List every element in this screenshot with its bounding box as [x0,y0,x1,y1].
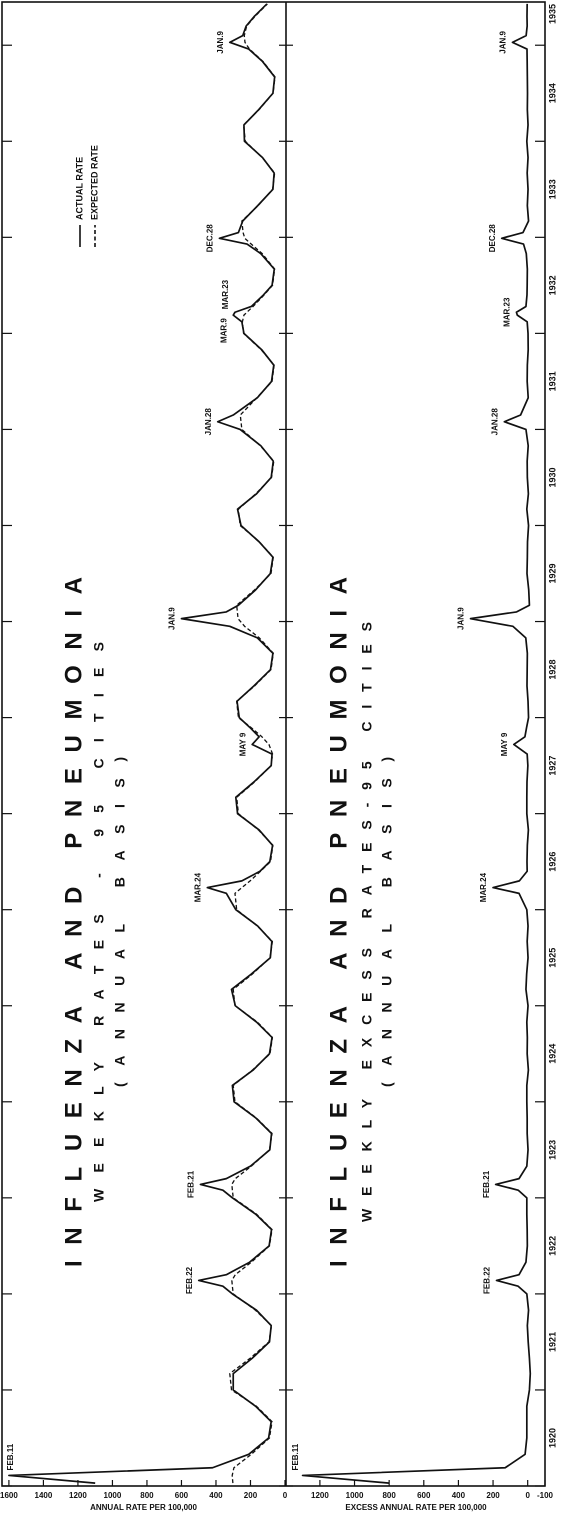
y-tick-label: 1200 [311,1491,329,1500]
annotation: MAR.23 [503,297,512,327]
chart-subtitle: WEEKLY EXCESS RATES-95 CITIES [359,622,375,1222]
annotation: FEB.11 [291,1443,300,1470]
x-tick-label: 1934 [547,83,557,103]
x-tick-label: 1930 [547,467,557,487]
annotation: JAN.9 [168,607,177,630]
y-tick-label: 600 [417,1491,431,1500]
series-line [8,3,276,1484]
annotation: FEB.11 [6,1443,15,1470]
chart-subtitle: WEEKLY RATES - 95 CITIES [91,642,107,1202]
chart-subtitle: (ANNUAL BASIS) [112,757,128,1087]
annotation: DEC.28 [206,224,215,253]
y-tick-label: 400 [209,1491,223,1500]
annotation: JAN.28 [490,408,499,436]
x-tick-label: 1926 [547,852,557,872]
x-tick-label: 1933 [547,179,557,199]
y-axis-label: ANNUAL RATE PER 100,000 [90,1503,197,1512]
series-line [229,3,276,1484]
annotation: FEB.22 [185,1266,194,1294]
x-tick-label: 1935 [547,4,557,24]
y-tick-label: 0 [283,1491,288,1500]
x-tick-label: 1929 [547,563,557,583]
x-tick-label: 1932 [547,275,557,295]
y-tick-label: 1000 [104,1491,122,1500]
y-tick-label: 1200 [69,1491,87,1500]
annotation: JAN.9 [216,30,225,53]
legend-label: EXPECTED RATE [89,145,99,220]
x-tick-label: 1920 [547,1428,557,1448]
x-tick-label: 1923 [547,1140,557,1160]
chart-subtitle: (ANNUAL BASIS) [379,757,395,1087]
x-tick-label: 1921 [547,1332,557,1352]
y-tick-label: 600 [175,1491,189,1500]
annotation: JAN.28 [204,408,213,436]
annotation: FEB.21 [482,1170,491,1198]
x-tick-label: 1931 [547,371,557,391]
annotation: FEB.21 [187,1170,196,1198]
y-tick-label: -100 [537,1491,554,1500]
annotation: FEB.22 [483,1266,492,1294]
y-tick-label: 200 [244,1491,258,1500]
y-tick-label: 1600 [0,1491,18,1500]
y-tick-label: 800 [382,1491,396,1500]
legend-label: ACTUAL RATE [74,157,84,220]
annotation: DEC.28 [488,224,497,253]
annotation: MAR.24 [193,872,202,902]
y-tick-label: 0 [525,1491,530,1500]
y-axis-label: EXCESS ANNUAL RATE PER 100,000 [345,1503,487,1512]
x-tick-label: 1922 [547,1236,557,1256]
annotation: MAR.9 [219,318,228,343]
chart-title: INFLUENZA AND PNEUMONIA [60,577,87,1267]
y-tick-label: 200 [486,1491,500,1500]
x-tick-label: 1925 [547,948,557,968]
y-tick-label: 1000 [346,1491,364,1500]
annotation: MAY 9 [238,732,247,756]
annotation: MAR.24 [479,872,488,902]
y-tick-label: 1400 [35,1491,53,1500]
x-tick-label: 1924 [547,1044,557,1064]
annotation: MAR.23 [221,279,230,309]
y-tick-label: 800 [140,1491,154,1500]
chart-title: INFLUENZA AND PNEUMONIA [325,577,352,1267]
x-tick-label: 1928 [547,660,557,680]
plot-frame [1,1,546,1487]
series-line [301,3,532,1484]
y-tick-label: 400 [452,1491,466,1500]
x-tick-label: 1927 [547,756,557,776]
annotation: JAN.9 [499,30,508,53]
annotation: MAY 9 [500,732,509,756]
annotation: JAN.9 [457,607,466,630]
